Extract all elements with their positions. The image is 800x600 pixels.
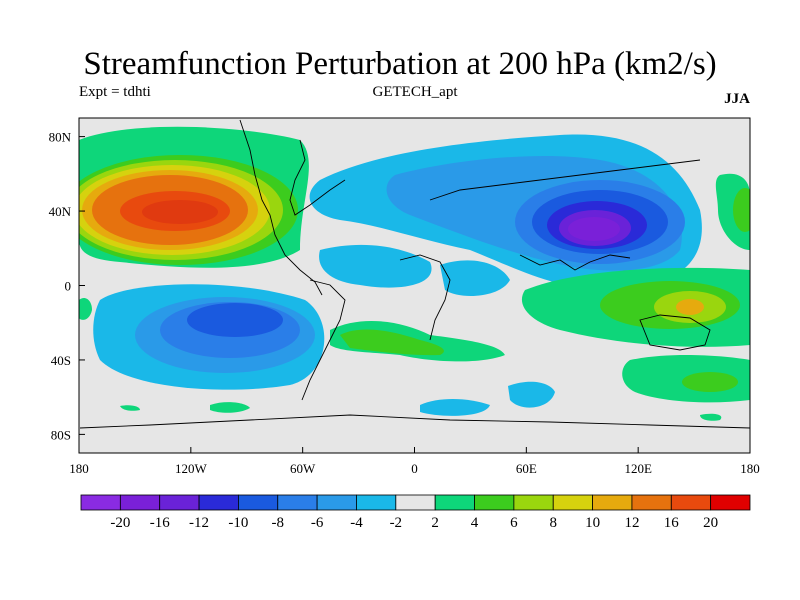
- north-pacific-high: [79, 126, 309, 268]
- southern-positive-band: [330, 320, 750, 403]
- x-tick-label: 60W: [290, 461, 316, 476]
- colorbar-label: 10: [585, 515, 600, 531]
- colorbar-swatch: [159, 494, 200, 511]
- x-axis-ticks: 180 120W 60W 0 60E 120E 180: [69, 447, 760, 476]
- season-label: JJA: [724, 91, 750, 107]
- colorbar-label: -16: [150, 515, 170, 531]
- colorbar-swatch: [356, 494, 397, 511]
- colorbar-swatch: [513, 494, 554, 511]
- colorbar-label: 2: [431, 515, 439, 531]
- coastlines: [79, 119, 750, 429]
- y-tick-label: 80N: [49, 130, 72, 145]
- y-axis-ticks: 80N 40N 0 40S 80S: [49, 130, 85, 442]
- colorbar-label: -6: [311, 515, 324, 531]
- x-tick-label: 180: [69, 461, 89, 476]
- colorbar-label: 6: [510, 515, 518, 531]
- colorbar-swatch: [592, 494, 633, 511]
- colorbar-swatch: [670, 494, 712, 511]
- contour-field: [79, 118, 750, 453]
- colorbar-swatch: [395, 494, 436, 511]
- australia-high: [521, 173, 750, 347]
- colorbar-label: -12: [189, 515, 209, 531]
- map-title: Streamfunction Perturbation at 200 hPa (…: [83, 46, 717, 82]
- x-tick-label: 0: [411, 461, 418, 476]
- colorbar-swatch: [316, 494, 357, 511]
- colorbar-swatch: [198, 494, 239, 511]
- south-pacific-low: [93, 284, 325, 390]
- colorbar-label: -2: [390, 515, 403, 531]
- dataset-label: GETECH_apt: [372, 84, 458, 100]
- colorbar-label: 4: [471, 515, 479, 531]
- colorbar: -20 -16 -12 -10 -8 -6 -4 -2 2 4 6 8 10 12 16 20: [80, 494, 751, 531]
- colorbar-label: 20: [703, 515, 718, 531]
- colorbar-label: 16: [664, 515, 680, 531]
- x-tick-label: 60E: [516, 461, 537, 476]
- y-tick-label: 40S: [51, 353, 71, 368]
- y-tick-label: 80S: [51, 427, 71, 442]
- experiment-label: Expt = tdhti: [79, 84, 151, 100]
- colorbar-swatch: [80, 494, 121, 511]
- colorbar-label: -20: [110, 515, 130, 531]
- y-tick-label: 40N: [49, 204, 72, 219]
- x-tick-label: 120W: [175, 461, 208, 476]
- colorbar-label: -10: [228, 515, 248, 531]
- colorbar-swatch: [631, 494, 672, 511]
- x-tick-label: 180: [740, 461, 760, 476]
- colorbar-label: -4: [350, 515, 363, 531]
- colorbar-label: 8: [549, 515, 557, 531]
- colorbar-swatch: [277, 494, 318, 511]
- y-tick-label: 0: [65, 279, 72, 294]
- colorbar-label: 12: [624, 515, 639, 531]
- colorbar-swatch: [474, 494, 515, 511]
- colorbar-swatch: [552, 494, 593, 511]
- colorbar-label: -8: [272, 515, 285, 531]
- x-tick-label: 120E: [624, 461, 652, 476]
- colorbar-swatch: [119, 494, 161, 511]
- colorbar-swatch: [710, 494, 751, 511]
- eurasian-low: [309, 134, 702, 296]
- colorbar-swatch: [238, 494, 279, 511]
- colorbar-swatch: [434, 494, 475, 511]
